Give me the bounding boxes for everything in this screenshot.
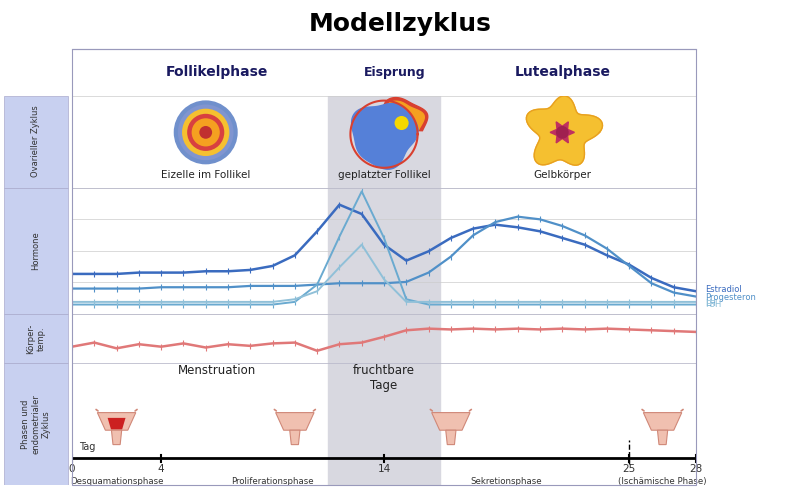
- Bar: [4, 96, 68, 188]
- Text: Eizelle im Follikel: Eizelle im Follikel: [161, 170, 250, 180]
- Polygon shape: [550, 122, 574, 143]
- Ellipse shape: [174, 100, 238, 164]
- Bar: [328, 363, 440, 485]
- Text: (Ischämische Phase): (Ischämische Phase): [618, 477, 707, 486]
- Text: Phasen und
endometrialer
Zyklus: Phasen und endometrialer Zyklus: [21, 394, 51, 454]
- Ellipse shape: [199, 126, 212, 139]
- Polygon shape: [98, 413, 136, 430]
- Ellipse shape: [394, 116, 409, 130]
- Bar: [328, 96, 440, 188]
- Text: 25: 25: [622, 465, 636, 474]
- Text: Estradiol: Estradiol: [705, 286, 742, 294]
- Text: Progesteron: Progesteron: [705, 294, 756, 302]
- Bar: [4, 188, 68, 314]
- Polygon shape: [526, 96, 602, 165]
- Text: Ovarieller Zyklus: Ovarieller Zyklus: [31, 106, 41, 177]
- Polygon shape: [354, 106, 415, 166]
- Text: Eisprung: Eisprung: [364, 66, 426, 79]
- Polygon shape: [290, 430, 300, 444]
- Bar: [4, 314, 68, 363]
- Polygon shape: [432, 413, 470, 430]
- Text: FSH: FSH: [705, 300, 722, 309]
- Polygon shape: [446, 430, 456, 444]
- Text: Follikelphase: Follikelphase: [166, 65, 268, 79]
- Text: LH: LH: [705, 299, 716, 308]
- Polygon shape: [108, 418, 126, 429]
- Text: fruchtbare
Tage: fruchtbare Tage: [353, 365, 415, 392]
- Polygon shape: [111, 430, 122, 444]
- Bar: [328, 314, 440, 363]
- Text: 0: 0: [69, 465, 75, 474]
- Text: Sekretionsphase: Sekretionsphase: [470, 477, 542, 486]
- Polygon shape: [351, 103, 418, 169]
- Polygon shape: [276, 413, 314, 430]
- Text: Gelbkörper: Gelbkörper: [534, 170, 591, 180]
- Text: Körper-
temp.: Körper- temp.: [26, 323, 46, 354]
- Text: Menstruation: Menstruation: [178, 365, 256, 377]
- Text: Hormone: Hormone: [31, 231, 41, 270]
- Text: Proliferationsphase: Proliferationsphase: [231, 477, 314, 486]
- Polygon shape: [375, 98, 428, 131]
- Text: 28: 28: [690, 465, 702, 474]
- Text: Tag: Tag: [78, 442, 95, 452]
- Bar: [4, 363, 68, 485]
- Text: Lutealphase: Lutealphase: [514, 65, 610, 79]
- Ellipse shape: [178, 104, 234, 160]
- Ellipse shape: [182, 109, 230, 156]
- Ellipse shape: [556, 126, 569, 139]
- Polygon shape: [643, 413, 682, 430]
- Polygon shape: [658, 430, 668, 444]
- Bar: [328, 188, 440, 314]
- Text: Desquamationsphase: Desquamationsphase: [70, 477, 163, 486]
- Ellipse shape: [192, 118, 220, 147]
- Text: 14: 14: [378, 465, 390, 474]
- Ellipse shape: [187, 114, 224, 151]
- Text: Modellzyklus: Modellzyklus: [309, 13, 491, 36]
- Text: geplatzter Follikel: geplatzter Follikel: [338, 170, 430, 180]
- Text: 4: 4: [158, 465, 165, 474]
- Polygon shape: [379, 101, 424, 130]
